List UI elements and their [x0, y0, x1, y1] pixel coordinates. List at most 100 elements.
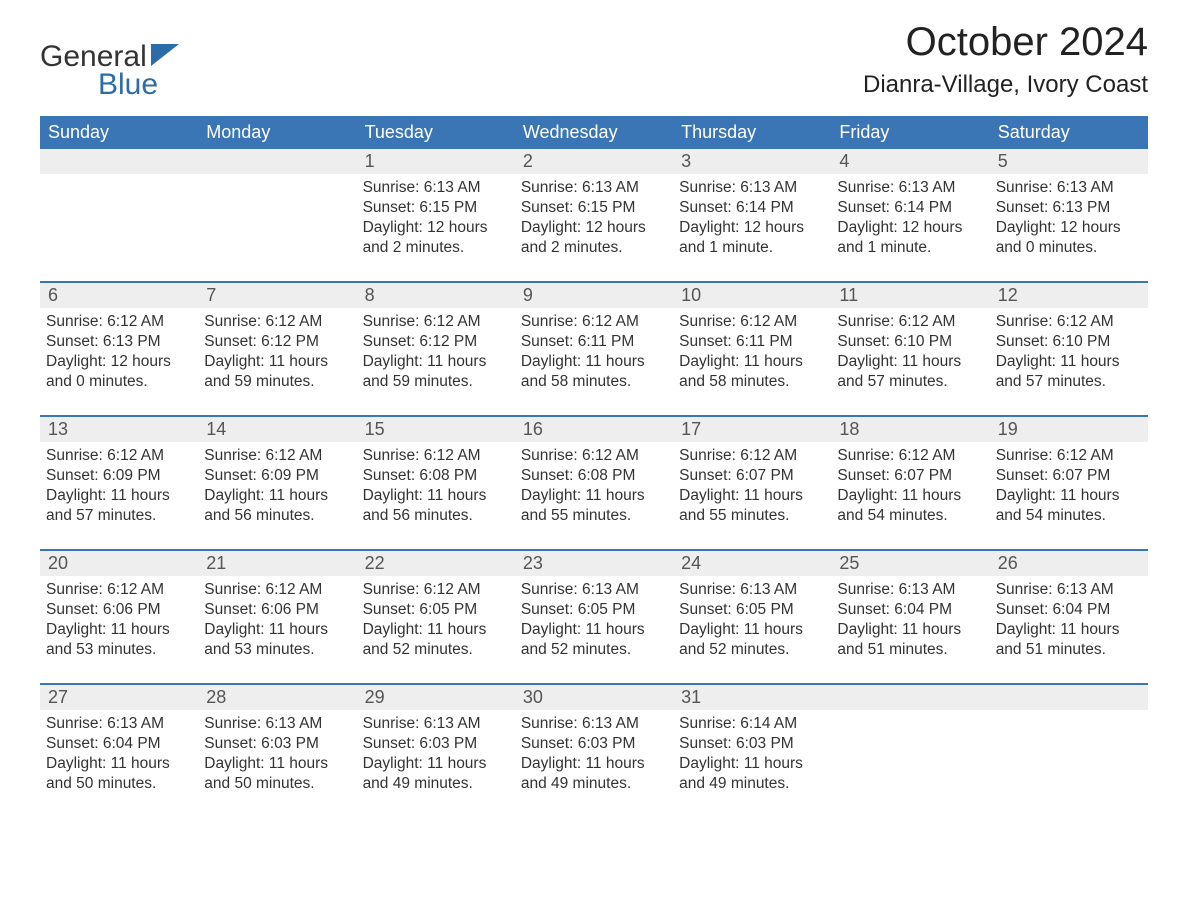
day-number: 25	[831, 551, 989, 576]
day-sunset: Sunset: 6:12 PM	[204, 332, 350, 352]
day-number: 29	[357, 685, 515, 710]
day-daylight1: Daylight: 11 hours	[679, 754, 825, 774]
day-daylight2: and 55 minutes.	[521, 506, 667, 526]
day-cell: 20Sunrise: 6:12 AMSunset: 6:06 PMDayligh…	[40, 551, 198, 671]
day-body: Sunrise: 6:13 AMSunset: 6:15 PMDaylight:…	[515, 174, 673, 265]
header: General Blue October 2024 Dianra-Village…	[40, 20, 1148, 102]
day-number: 8	[357, 283, 515, 308]
brand-blue: Blue	[98, 68, 187, 102]
weekday-header: Monday	[198, 116, 356, 149]
day-sunrise: Sunrise: 6:14 AM	[679, 714, 825, 734]
day-body: Sunrise: 6:12 AMSunset: 6:11 PMDaylight:…	[673, 308, 831, 399]
empty-day	[831, 685, 989, 710]
day-cell: 19Sunrise: 6:12 AMSunset: 6:07 PMDayligh…	[990, 417, 1148, 537]
day-body: Sunrise: 6:13 AMSunset: 6:03 PMDaylight:…	[198, 710, 356, 801]
day-sunrise: Sunrise: 6:12 AM	[679, 446, 825, 466]
day-daylight2: and 1 minute.	[837, 238, 983, 258]
weekday-header: Saturday	[990, 116, 1148, 149]
day-daylight2: and 59 minutes.	[363, 372, 509, 392]
day-sunrise: Sunrise: 6:12 AM	[46, 580, 192, 600]
empty-day	[198, 149, 356, 174]
day-daylight2: and 1 minute.	[679, 238, 825, 258]
day-body: Sunrise: 6:12 AMSunset: 6:09 PMDaylight:…	[40, 442, 198, 533]
day-cell: 11Sunrise: 6:12 AMSunset: 6:10 PMDayligh…	[831, 283, 989, 403]
day-sunrise: Sunrise: 6:13 AM	[363, 178, 509, 198]
day-daylight1: Daylight: 11 hours	[363, 486, 509, 506]
day-daylight1: Daylight: 12 hours	[46, 352, 192, 372]
day-number: 19	[990, 417, 1148, 442]
day-daylight1: Daylight: 11 hours	[363, 620, 509, 640]
day-daylight2: and 51 minutes.	[837, 640, 983, 660]
day-number: 6	[40, 283, 198, 308]
day-number: 20	[40, 551, 198, 576]
day-sunrise: Sunrise: 6:12 AM	[521, 312, 667, 332]
day-sunrise: Sunrise: 6:12 AM	[204, 580, 350, 600]
day-body: Sunrise: 6:12 AMSunset: 6:08 PMDaylight:…	[357, 442, 515, 533]
day-body: Sunrise: 6:13 AMSunset: 6:13 PMDaylight:…	[990, 174, 1148, 265]
day-body: Sunrise: 6:12 AMSunset: 6:08 PMDaylight:…	[515, 442, 673, 533]
day-body: Sunrise: 6:12 AMSunset: 6:06 PMDaylight:…	[40, 576, 198, 667]
day-sunrise: Sunrise: 6:13 AM	[46, 714, 192, 734]
day-sunrise: Sunrise: 6:13 AM	[521, 178, 667, 198]
day-daylight1: Daylight: 11 hours	[837, 620, 983, 640]
day-sunset: Sunset: 6:11 PM	[679, 332, 825, 352]
day-daylight2: and 57 minutes.	[837, 372, 983, 392]
day-cell: 1Sunrise: 6:13 AMSunset: 6:15 PMDaylight…	[357, 149, 515, 269]
day-number: 9	[515, 283, 673, 308]
day-sunset: Sunset: 6:06 PM	[46, 600, 192, 620]
day-daylight2: and 58 minutes.	[679, 372, 825, 392]
day-body: Sunrise: 6:13 AMSunset: 6:04 PMDaylight:…	[831, 576, 989, 667]
day-daylight2: and 58 minutes.	[521, 372, 667, 392]
day-cell: 10Sunrise: 6:12 AMSunset: 6:11 PMDayligh…	[673, 283, 831, 403]
day-cell	[990, 685, 1148, 805]
day-body: Sunrise: 6:12 AMSunset: 6:10 PMDaylight:…	[831, 308, 989, 399]
day-cell: 3Sunrise: 6:13 AMSunset: 6:14 PMDaylight…	[673, 149, 831, 269]
day-sunrise: Sunrise: 6:12 AM	[679, 312, 825, 332]
day-number: 21	[198, 551, 356, 576]
day-cell	[40, 149, 198, 269]
day-sunrise: Sunrise: 6:12 AM	[204, 446, 350, 466]
day-number: 5	[990, 149, 1148, 174]
day-daylight1: Daylight: 11 hours	[204, 754, 350, 774]
day-sunrise: Sunrise: 6:13 AM	[204, 714, 350, 734]
day-number: 12	[990, 283, 1148, 308]
day-daylight1: Daylight: 11 hours	[204, 486, 350, 506]
day-cell: 23Sunrise: 6:13 AMSunset: 6:05 PMDayligh…	[515, 551, 673, 671]
day-cell: 31Sunrise: 6:14 AMSunset: 6:03 PMDayligh…	[673, 685, 831, 805]
day-daylight1: Daylight: 11 hours	[996, 352, 1142, 372]
weekday-header-row: Sunday Monday Tuesday Wednesday Thursday…	[40, 116, 1148, 149]
day-number: 7	[198, 283, 356, 308]
day-body: Sunrise: 6:13 AMSunset: 6:05 PMDaylight:…	[673, 576, 831, 667]
day-sunrise: Sunrise: 6:13 AM	[521, 714, 667, 734]
day-sunrise: Sunrise: 6:12 AM	[46, 446, 192, 466]
day-daylight1: Daylight: 11 hours	[204, 352, 350, 372]
day-sunrise: Sunrise: 6:13 AM	[996, 580, 1142, 600]
week-row: 27Sunrise: 6:13 AMSunset: 6:04 PMDayligh…	[40, 683, 1148, 805]
day-sunset: Sunset: 6:03 PM	[204, 734, 350, 754]
day-cell: 14Sunrise: 6:12 AMSunset: 6:09 PMDayligh…	[198, 417, 356, 537]
day-sunrise: Sunrise: 6:13 AM	[363, 714, 509, 734]
day-body: Sunrise: 6:13 AMSunset: 6:14 PMDaylight:…	[673, 174, 831, 265]
day-daylight1: Daylight: 12 hours	[837, 218, 983, 238]
empty-day	[990, 685, 1148, 710]
day-cell: 22Sunrise: 6:12 AMSunset: 6:05 PMDayligh…	[357, 551, 515, 671]
day-daylight2: and 55 minutes.	[679, 506, 825, 526]
day-body: Sunrise: 6:13 AMSunset: 6:05 PMDaylight:…	[515, 576, 673, 667]
weekday-header: Thursday	[673, 116, 831, 149]
day-sunset: Sunset: 6:15 PM	[363, 198, 509, 218]
day-cell: 17Sunrise: 6:12 AMSunset: 6:07 PMDayligh…	[673, 417, 831, 537]
day-sunrise: Sunrise: 6:12 AM	[363, 446, 509, 466]
day-daylight1: Daylight: 11 hours	[521, 352, 667, 372]
day-number: 3	[673, 149, 831, 174]
day-sunset: Sunset: 6:04 PM	[837, 600, 983, 620]
day-body: Sunrise: 6:13 AMSunset: 6:03 PMDaylight:…	[357, 710, 515, 801]
day-sunrise: Sunrise: 6:13 AM	[996, 178, 1142, 198]
day-daylight1: Daylight: 11 hours	[46, 486, 192, 506]
day-cell: 29Sunrise: 6:13 AMSunset: 6:03 PMDayligh…	[357, 685, 515, 805]
day-sunset: Sunset: 6:13 PM	[46, 332, 192, 352]
day-daylight2: and 56 minutes.	[204, 506, 350, 526]
day-sunset: Sunset: 6:10 PM	[996, 332, 1142, 352]
day-sunset: Sunset: 6:09 PM	[204, 466, 350, 486]
day-daylight1: Daylight: 11 hours	[996, 486, 1142, 506]
day-daylight2: and 53 minutes.	[204, 640, 350, 660]
